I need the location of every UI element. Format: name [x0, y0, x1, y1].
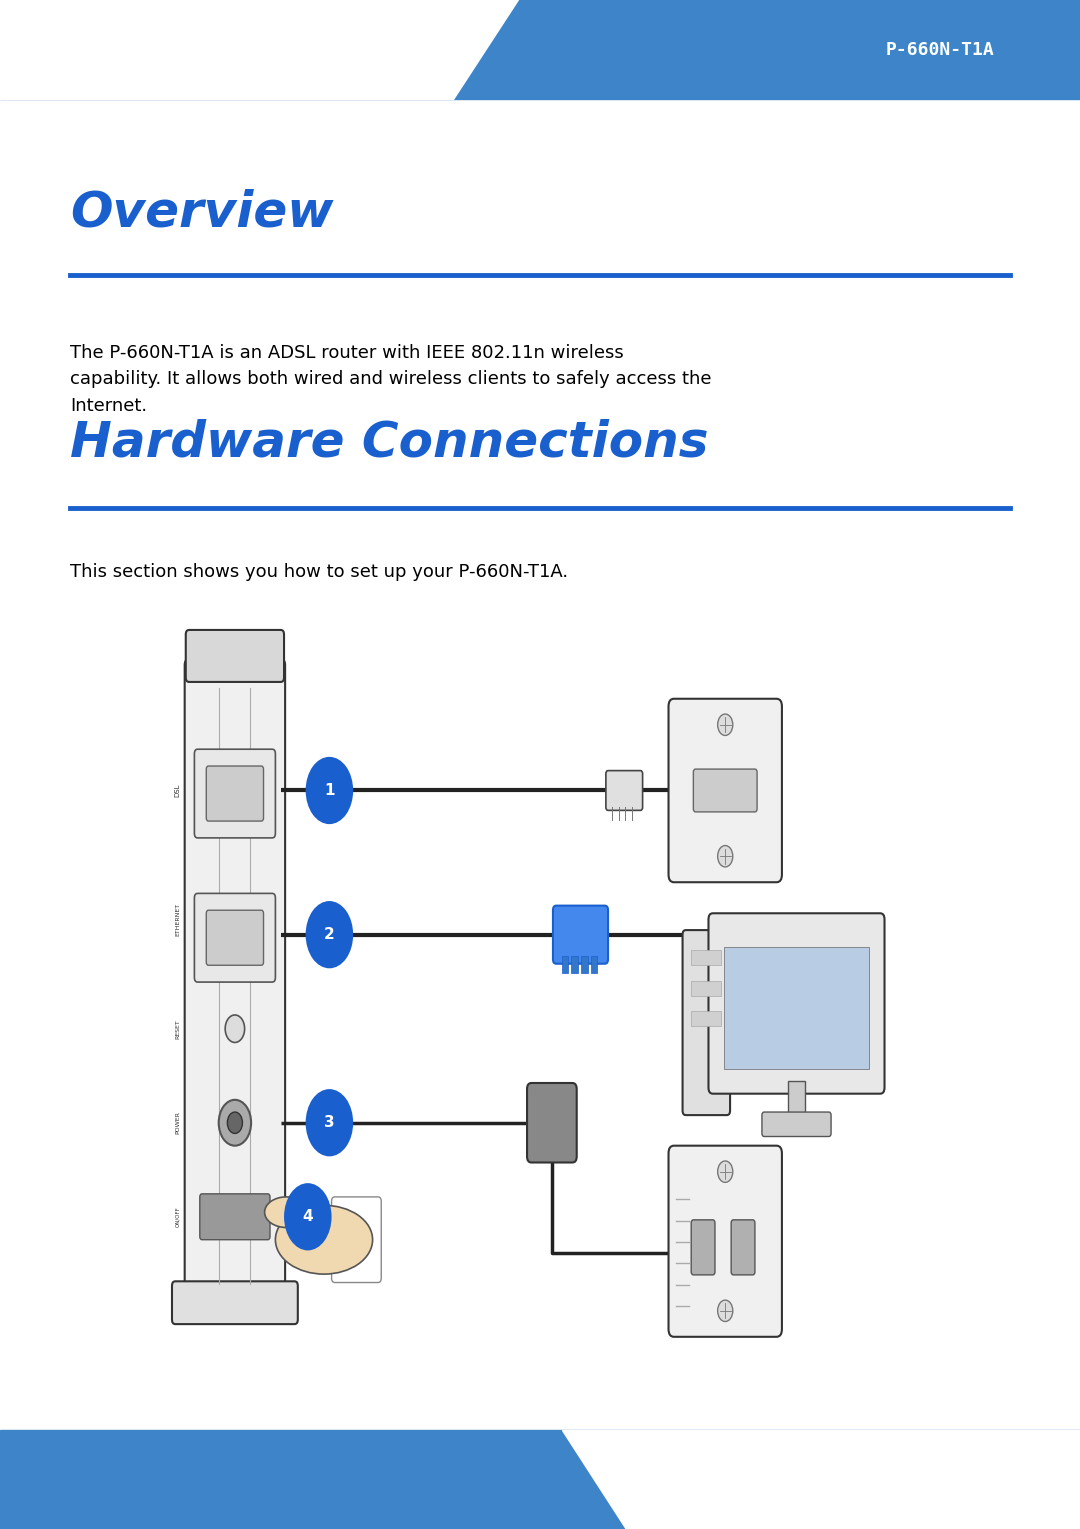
- Text: 4: 4: [302, 1209, 313, 1225]
- Ellipse shape: [265, 1197, 308, 1228]
- Text: 3: 3: [998, 1471, 1011, 1488]
- Circle shape: [306, 1089, 353, 1156]
- Text: ETHERNET: ETHERNET: [175, 902, 180, 936]
- FancyBboxPatch shape: [669, 1145, 782, 1336]
- Text: 3: 3: [324, 1115, 335, 1130]
- FancyBboxPatch shape: [691, 980, 721, 995]
- Text: POWER: POWER: [175, 1112, 180, 1135]
- FancyBboxPatch shape: [731, 1220, 755, 1275]
- Ellipse shape: [275, 1205, 373, 1274]
- FancyBboxPatch shape: [591, 956, 597, 972]
- FancyBboxPatch shape: [332, 1197, 381, 1283]
- FancyBboxPatch shape: [724, 946, 869, 1069]
- FancyBboxPatch shape: [691, 1220, 715, 1275]
- Polygon shape: [0, 1430, 1080, 1529]
- FancyBboxPatch shape: [788, 1081, 806, 1121]
- Circle shape: [228, 1112, 242, 1133]
- Circle shape: [306, 901, 353, 968]
- FancyBboxPatch shape: [206, 766, 264, 821]
- FancyBboxPatch shape: [206, 910, 264, 965]
- FancyBboxPatch shape: [562, 956, 568, 972]
- FancyBboxPatch shape: [669, 699, 782, 882]
- Circle shape: [717, 846, 732, 867]
- Text: The P-660N-T1A is an ADSL router with IEEE 802.11n wireless
capability. It allow: The P-660N-T1A is an ADSL router with IE…: [70, 344, 712, 414]
- Text: Overview: Overview: [70, 190, 334, 237]
- Polygon shape: [0, 0, 518, 99]
- FancyBboxPatch shape: [693, 769, 757, 812]
- FancyBboxPatch shape: [581, 956, 588, 972]
- Text: ON/OFF: ON/OFF: [175, 1206, 180, 1228]
- Polygon shape: [562, 1430, 1080, 1529]
- Text: Hardware Connections: Hardware Connections: [70, 419, 708, 466]
- Circle shape: [284, 1183, 332, 1251]
- FancyBboxPatch shape: [708, 913, 885, 1093]
- FancyBboxPatch shape: [762, 1112, 832, 1136]
- Text: 1: 1: [324, 783, 335, 798]
- Circle shape: [306, 757, 353, 824]
- Polygon shape: [0, 0, 1080, 99]
- Circle shape: [717, 1300, 732, 1321]
- Text: DSL: DSL: [174, 784, 180, 797]
- Circle shape: [717, 714, 732, 735]
- FancyBboxPatch shape: [172, 1281, 298, 1324]
- FancyBboxPatch shape: [194, 893, 275, 982]
- FancyBboxPatch shape: [185, 659, 285, 1298]
- FancyBboxPatch shape: [553, 905, 608, 963]
- Text: This section shows you how to set up your P-660N-T1A.: This section shows you how to set up you…: [70, 563, 568, 581]
- FancyBboxPatch shape: [186, 630, 284, 682]
- FancyBboxPatch shape: [691, 950, 721, 965]
- Circle shape: [226, 1015, 244, 1043]
- FancyBboxPatch shape: [571, 956, 578, 972]
- FancyBboxPatch shape: [606, 771, 643, 810]
- FancyBboxPatch shape: [527, 1083, 577, 1162]
- Text: RESET: RESET: [175, 1018, 180, 1038]
- Circle shape: [218, 1099, 251, 1145]
- Text: P-660N-T1A: P-660N-T1A: [886, 41, 994, 58]
- FancyBboxPatch shape: [194, 749, 275, 838]
- Text: 2: 2: [324, 927, 335, 942]
- FancyBboxPatch shape: [683, 930, 730, 1115]
- FancyBboxPatch shape: [691, 1011, 721, 1026]
- FancyBboxPatch shape: [200, 1194, 270, 1240]
- Circle shape: [717, 1161, 732, 1182]
